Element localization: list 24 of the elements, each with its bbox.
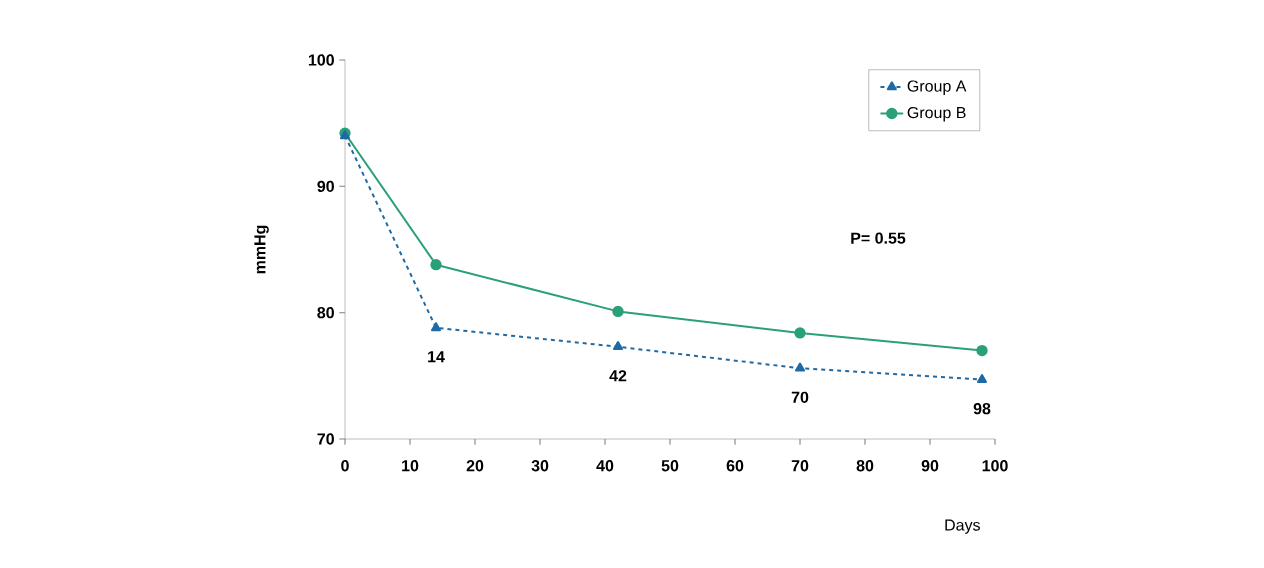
y-tick-label: 70 <box>317 433 334 445</box>
x-tick-label: 60 <box>726 460 744 472</box>
annotation: 70 <box>791 391 809 403</box>
x-tick-label: 0 <box>341 460 349 472</box>
x-tick-label: 90 <box>921 460 939 472</box>
x-axis-title: Days <box>945 519 980 534</box>
legend-label: Group A <box>907 80 967 95</box>
annotation: 98 <box>973 403 991 415</box>
x-tick-label: 40 <box>596 460 614 472</box>
x-tick-label: 70 <box>791 460 809 472</box>
x-tick-label: 10 <box>402 460 419 472</box>
x-tick-label: 30 <box>531 460 549 472</box>
x-tick-label: 80 <box>856 460 874 472</box>
y-tick-label: 80 <box>317 307 334 319</box>
y-axis-title: mmHg <box>254 225 269 274</box>
annotation: P= 0.55 <box>851 232 906 244</box>
annotation: 14 <box>428 351 445 363</box>
y-tick-label: 90 <box>317 180 334 192</box>
annotation: 42 <box>609 370 627 382</box>
x-tick-label: 50 <box>661 460 679 472</box>
x-tick-label: 100 <box>982 460 1008 472</box>
x-tick-label: 20 <box>466 460 484 472</box>
y-tick-label: 100 <box>308 54 334 66</box>
legend-label: Group B <box>907 106 966 122</box>
